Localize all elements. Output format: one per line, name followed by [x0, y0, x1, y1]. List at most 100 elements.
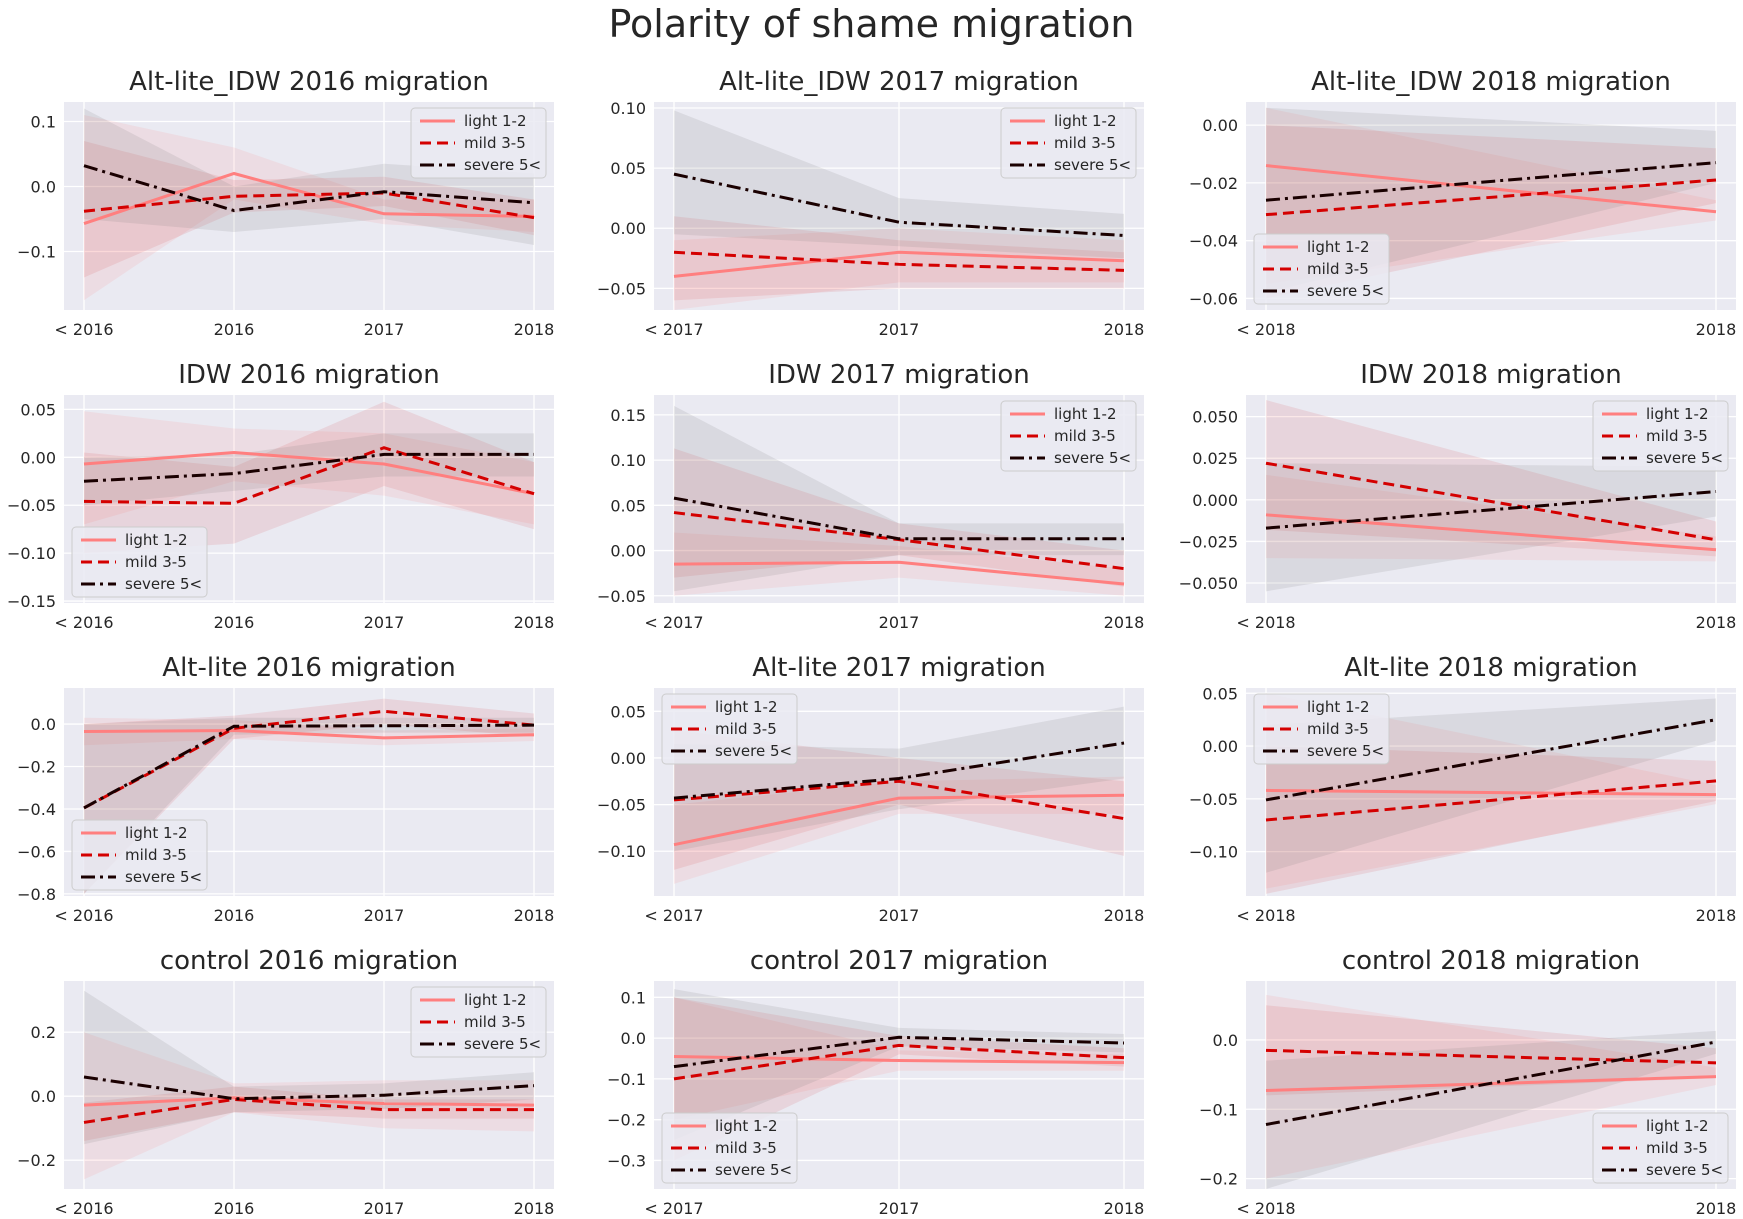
legend-label: severe 5<	[1646, 449, 1723, 467]
x-tick-label: 2018	[514, 613, 555, 632]
x-tick-label: < 2018	[1236, 613, 1295, 632]
panel-title: Alt-lite 2017 migration	[752, 653, 1045, 683]
legend-label: light 1-2	[464, 112, 527, 130]
y-tick-label: −0.2	[607, 1111, 646, 1130]
y-tick-label: −0.10	[597, 842, 646, 861]
y-tick-label: 0.10	[610, 451, 646, 470]
legend-label: light 1-2	[125, 531, 188, 549]
legend: light 1-2 mild 3-5 severe 5<	[1001, 108, 1136, 178]
x-tick-label: 2016	[214, 613, 255, 632]
y-tick-label: −0.1	[607, 1070, 646, 1089]
x-tick-label: < 2018	[1236, 1199, 1295, 1218]
chart-panel: 0.150.100.050.00−0.05< 2017 2017 2018IDW 2…	[597, 360, 1144, 632]
x-tick-label: 2018	[1104, 1199, 1145, 1218]
x-tick-label: < 2016	[54, 1199, 113, 1218]
legend-label: mild 3-5	[1054, 134, 1116, 152]
legend-label: mild 3-5	[125, 553, 187, 571]
legend-label: light 1-2	[1646, 405, 1709, 423]
legend: light 1-2 mild 3-5 severe 5<	[1254, 234, 1389, 304]
chart-panel: 0.00−0.02−0.04−0.06< 2018 2018Alt-lite_ID…	[1189, 67, 1736, 339]
y-tick-label: −0.02	[1189, 174, 1238, 193]
x-tick-label: 2017	[364, 613, 405, 632]
x-tick-label: 2017	[879, 1199, 920, 1218]
y-tick-label: 0.00	[610, 542, 646, 561]
legend-label: mild 3-5	[125, 846, 187, 864]
y-tick-label: −0.10	[1189, 843, 1238, 862]
legend-label: severe 5<	[1307, 282, 1384, 300]
y-tick-label: 0.00	[610, 749, 646, 768]
x-tick-label: 2018	[514, 1199, 555, 1218]
x-tick-label: < 2016	[54, 320, 113, 339]
legend: light 1-2 mild 3-5 severe 5<	[411, 108, 546, 178]
chart-panel: 0.05 0.00 −0.05 −0.10 < 2018 2018 Alt-lite 201…	[1189, 653, 1736, 925]
legend: light 1-2 mild 3-5 severe 5<	[1593, 401, 1728, 471]
legend-label: light 1-2	[1307, 238, 1370, 256]
y-tick-label: 0.00	[20, 448, 56, 467]
y-tick-label: −0.1	[1199, 1100, 1238, 1119]
y-tick-label: 0.0	[31, 1087, 56, 1106]
panel-title: control 2018 migration	[1342, 946, 1640, 976]
y-tick-label: 0.05	[610, 496, 646, 515]
legend-label: severe 5<	[464, 156, 541, 174]
y-tick-label: 0.2	[31, 1023, 56, 1042]
x-tick-label: 2017	[364, 320, 405, 339]
y-tick-label: 0.1	[621, 988, 646, 1007]
x-tick-label: < 2018	[1236, 906, 1295, 925]
panel-title: Alt-lite 2018 migration	[1344, 653, 1637, 683]
x-tick-label: 2017	[879, 320, 920, 339]
legend-label: severe 5<	[125, 868, 202, 886]
legend: light 1-2 mild 3-5 severe 5<	[1254, 694, 1389, 764]
y-tick-label: −0.05	[597, 796, 646, 815]
legend-label: light 1-2	[464, 991, 527, 1009]
legend-label: mild 3-5	[1646, 1139, 1708, 1157]
y-tick-label: 0.00	[610, 219, 646, 238]
panel-title: Alt-lite_IDW 2017 migration	[719, 67, 1079, 97]
y-tick-label: 0.000	[1192, 491, 1238, 510]
x-tick-label: < 2017	[644, 320, 703, 339]
y-tick-label: −0.04	[1189, 232, 1238, 251]
panel-title: control 2017 migration	[750, 946, 1048, 976]
panel-title: IDW 2017 migration	[768, 360, 1030, 390]
legend-label: light 1-2	[1054, 112, 1117, 130]
y-tick-label: −0.06	[1189, 289, 1238, 308]
legend-label: light 1-2	[1307, 698, 1370, 716]
x-tick-label: < 2016	[54, 613, 113, 632]
x-tick-label: 2016	[214, 1199, 255, 1218]
y-tick-label: 0.05	[610, 159, 646, 178]
legend: light 1-2 mild 3-5 severe 5<	[72, 527, 207, 597]
y-tick-label: −0.15	[7, 592, 56, 611]
x-tick-label: < 2018	[1236, 320, 1295, 339]
y-tick-label: 0.1	[31, 113, 56, 132]
legend: light 1-2 mild 3-5 severe 5<	[1593, 1113, 1728, 1183]
legend-label: severe 5<	[464, 1035, 541, 1053]
legend-label: mild 3-5	[464, 134, 526, 152]
y-tick-label: −0.025	[1179, 532, 1238, 551]
chart-panel: 0.20.0−0.2< 2016 2016 2017 2018control 2016…	[17, 946, 554, 1218]
legend-label: mild 3-5	[1307, 720, 1369, 738]
legend-label: light 1-2	[125, 824, 188, 842]
x-tick-label: < 2016	[54, 906, 113, 925]
x-tick-label: 2017	[879, 906, 920, 925]
legend: light 1-2 mild 3-5 severe 5<	[662, 1113, 797, 1183]
legend-label: light 1-2	[715, 698, 778, 716]
y-tick-label: 0.15	[610, 406, 646, 425]
x-tick-label: < 2017	[644, 1199, 703, 1218]
legend-label: mild 3-5	[1646, 427, 1708, 445]
legend-label: severe 5<	[1054, 156, 1131, 174]
y-tick-label: 0.10	[610, 99, 646, 118]
legend-label: light 1-2	[1054, 405, 1117, 423]
panel-title: Alt-lite_IDW 2016 migration	[129, 67, 489, 97]
x-tick-label: 2017	[879, 613, 920, 632]
legend-label: light 1-2	[1646, 1117, 1709, 1135]
legend-label: mild 3-5	[715, 1139, 777, 1157]
panel-title: control 2016 migration	[160, 946, 458, 976]
x-tick-label: 2016	[214, 906, 255, 925]
legend-label: light 1-2	[715, 1117, 778, 1135]
y-tick-label: −0.4	[17, 800, 56, 819]
y-tick-label: −0.05	[1189, 790, 1238, 809]
chart-panel: 0.1 0.0 −0.1 < 2016 2016 2017 2018 Alt-lite_IDW…	[17, 67, 554, 339]
y-tick-label: −0.6	[17, 842, 56, 861]
x-tick-label: < 2017	[644, 906, 703, 925]
x-tick-label: 2018	[514, 906, 555, 925]
